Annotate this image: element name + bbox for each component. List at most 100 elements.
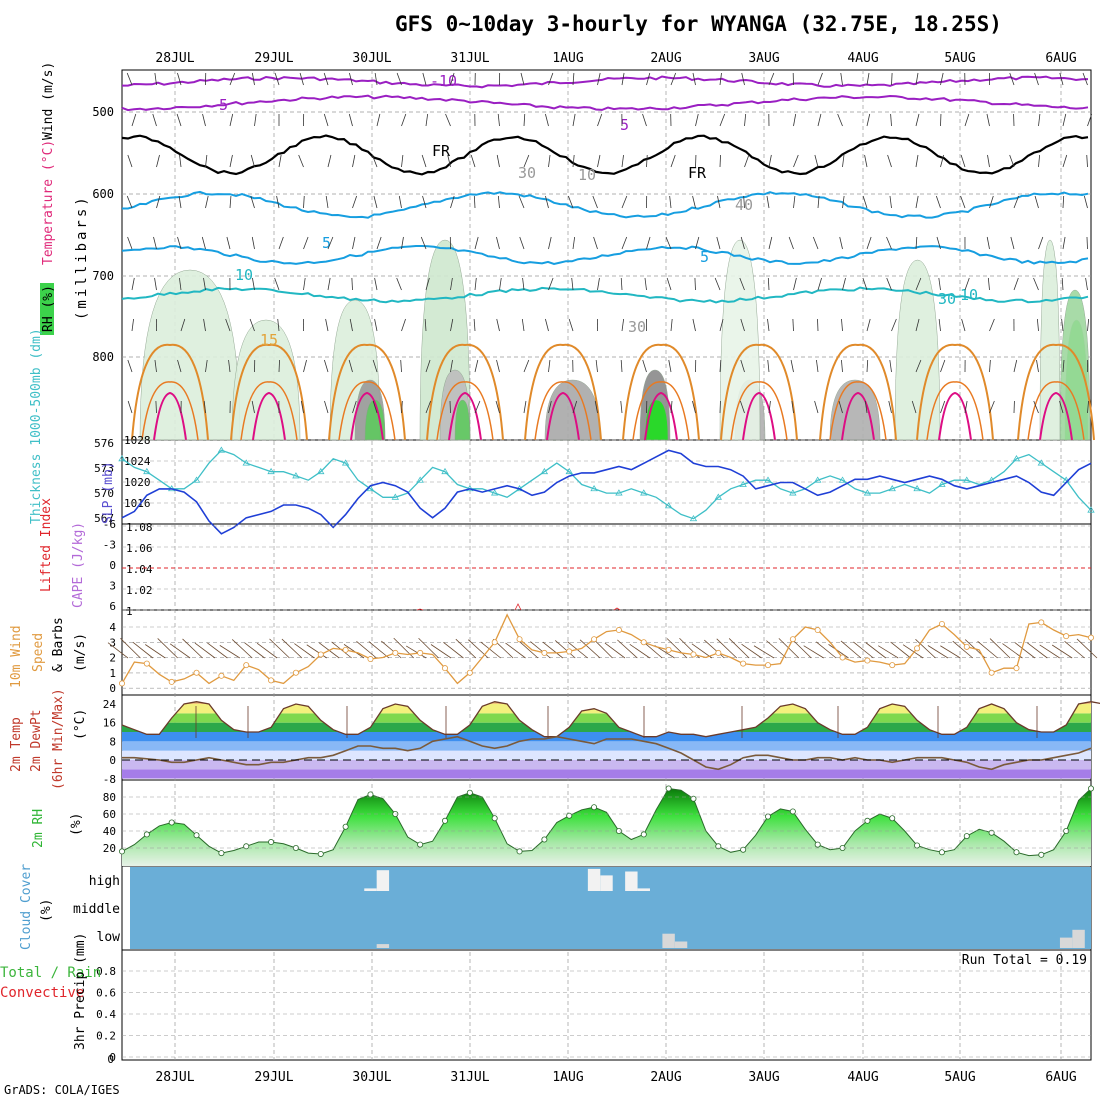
- contour-25: [1039, 391, 1073, 441]
- contour-label: -10: [430, 72, 457, 90]
- wind-barb: [373, 195, 378, 209]
- wind10m-speed-point: [119, 680, 126, 687]
- wind-barb: [572, 400, 578, 414]
- wind-barb: [425, 400, 431, 414]
- wind-barb: [1086, 236, 1088, 250]
- wind-barb: [621, 195, 628, 209]
- wind-barb: [496, 236, 500, 250]
- wind-barb: [866, 359, 869, 373]
- temp-band: [122, 713, 1091, 723]
- wind-barb: [866, 318, 871, 332]
- contour-label: 5: [620, 116, 629, 134]
- contour-15: [916, 343, 994, 441]
- wind-barb: [1086, 154, 1088, 168]
- rh2m-series-point: [889, 815, 896, 822]
- thickness-series-point: [689, 514, 698, 522]
- wind-barb: [300, 400, 304, 414]
- wind10m-barb: [1014, 642, 1036, 659]
- wind-barb: [986, 236, 990, 250]
- wind-barb: [177, 359, 182, 373]
- wind-tick: 0: [109, 682, 116, 695]
- wind10m-speed: [121, 613, 1092, 685]
- wind-barb: [915, 359, 922, 373]
- wind-barb: [886, 236, 892, 250]
- cape-tick: 1.04: [126, 563, 153, 576]
- wind10m-speed-point: [938, 620, 945, 627]
- contour-25: [546, 391, 580, 441]
- slp-tick: 1020: [124, 476, 151, 489]
- rh-shading: [719, 239, 761, 441]
- wind-tick: 4: [109, 621, 116, 634]
- contour-20: [436, 381, 494, 441]
- date-label-bottom: 1AUG: [552, 1070, 583, 1085]
- wind-barb: [153, 236, 157, 250]
- wind10m-speed-point: [1063, 633, 1070, 640]
- wind-barb: [156, 195, 161, 209]
- wind-barb: [177, 72, 182, 86]
- wind-barb: [960, 154, 966, 168]
- cape-tick: 1.08: [126, 521, 153, 534]
- wind10m-speed-point: [516, 636, 523, 643]
- wind10m-speed-point: [690, 651, 697, 658]
- cloud-low-bar: [1072, 929, 1085, 948]
- wind-barb: [642, 113, 647, 127]
- wind-barb: [352, 195, 358, 209]
- wind-barb: [473, 318, 476, 332]
- date-label-top: 30JUL: [352, 51, 391, 66]
- wind-barb: [495, 400, 500, 414]
- wind-barb: [422, 72, 427, 86]
- temp-bands: [122, 701, 1091, 779]
- wind-barb: [127, 154, 133, 168]
- wind-barb: [323, 72, 329, 86]
- wind10m-barb: [927, 645, 949, 659]
- thickness-tick: 576: [94, 437, 114, 450]
- wind-barb: [156, 154, 160, 168]
- wind10m-barb: [890, 641, 911, 659]
- wind-barb: [964, 277, 970, 291]
- wind-barb: [523, 359, 530, 373]
- wind10m-speed-point: [988, 669, 995, 676]
- wind-barb: [940, 154, 945, 168]
- rh2m-series-point: [268, 839, 275, 846]
- cloud-high-bar: [637, 888, 650, 891]
- wind10m-barb: [865, 642, 887, 659]
- wind-barb: [842, 277, 846, 291]
- wind-barb: [620, 359, 623, 373]
- wind-barb: [840, 72, 843, 86]
- wind-barb: [842, 195, 845, 209]
- wind10m-barb: [430, 644, 452, 659]
- rh2m-series-point: [367, 791, 374, 798]
- wind10m-barb: [455, 638, 477, 659]
- wind-barb: [862, 277, 868, 291]
- wind-barb: [740, 359, 745, 373]
- wind-barb: [1013, 195, 1020, 209]
- wind10m-barb: [579, 639, 601, 659]
- wind10m-barb: [1064, 640, 1085, 659]
- wind-barb: [915, 154, 919, 168]
- wind-barb: [225, 318, 231, 332]
- wind-barb: [1059, 72, 1064, 86]
- wind-barb: [793, 113, 797, 127]
- wind-barb: [989, 400, 995, 414]
- contour-label: FR: [688, 164, 707, 182]
- wind10m-barb: [517, 639, 539, 659]
- wind10m-speed-point: [466, 669, 473, 676]
- wind-barb: [1061, 277, 1064, 291]
- wind-barb: [915, 236, 918, 250]
- wind-barb: [303, 195, 305, 209]
- wind10m-speed-point: [491, 639, 498, 646]
- wind-barb: [250, 195, 255, 209]
- wind-barb: [548, 359, 551, 373]
- rh2m-series-point: [938, 849, 945, 856]
- upper-wind-barbs: [126, 72, 1093, 414]
- li-tick: 6: [109, 600, 116, 613]
- wind-barb: [229, 195, 232, 209]
- wind-barb: [935, 195, 941, 209]
- thickness-series-point: [590, 485, 598, 492]
- wind-barb: [523, 400, 527, 414]
- wind-barb: [352, 154, 356, 168]
- contour-20: [1027, 381, 1085, 441]
- wind10m-barb: [902, 644, 924, 659]
- cape-tick: 1.06: [126, 542, 153, 555]
